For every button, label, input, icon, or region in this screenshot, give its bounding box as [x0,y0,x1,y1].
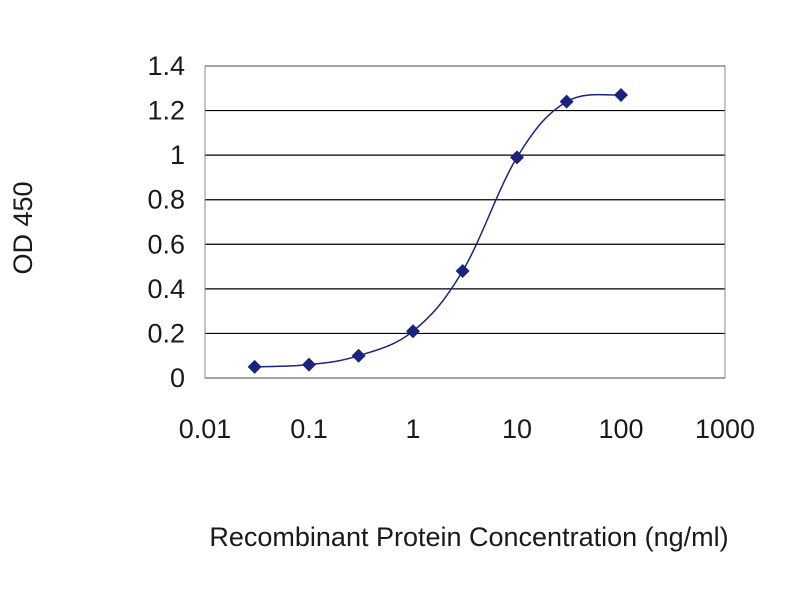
x-tick-label: 1 [405,414,420,444]
y-tick-label: 1.2 [147,96,185,126]
x-tick-label: 1000 [695,414,755,444]
y-tick-label: 0 [170,363,185,393]
data-point [614,87,628,102]
data-point [302,357,316,372]
y-tick-label: 0.6 [147,229,185,259]
data-point [351,348,366,363]
y-tick-label: 1 [170,140,185,170]
y-axis-title: OD 450 [8,181,38,274]
plot-area-border [204,65,726,379]
y-tick-label: 0.8 [147,185,185,215]
x-tick-label: 0.01 [179,414,232,444]
x-tick-label: 100 [598,414,643,444]
point-layer [247,87,628,374]
series-line [254,93,622,368]
data-point [455,264,470,279]
x-tick-label: 0.1 [290,414,328,444]
data-point [510,150,524,165]
y-tick-label: 0.2 [147,318,185,348]
x-tick-labels: 0.01 0.1 1 10 100 1000 [179,414,755,444]
y-tick-label: 1.4 [147,51,185,81]
curve-layer [254,93,622,368]
y-tick-label: 0.4 [147,274,185,304]
x-axis-title: Recombinant Protein Concentration (ng/ml… [209,522,728,552]
data-point [559,94,574,109]
y-tick-labels: 0 0.2 0.4 0.6 0.8 1 1.2 1.4 [147,51,185,393]
grid-layer [205,65,725,379]
data-point [406,324,420,339]
x-tick-label: 10 [502,414,532,444]
data-point [247,359,262,374]
